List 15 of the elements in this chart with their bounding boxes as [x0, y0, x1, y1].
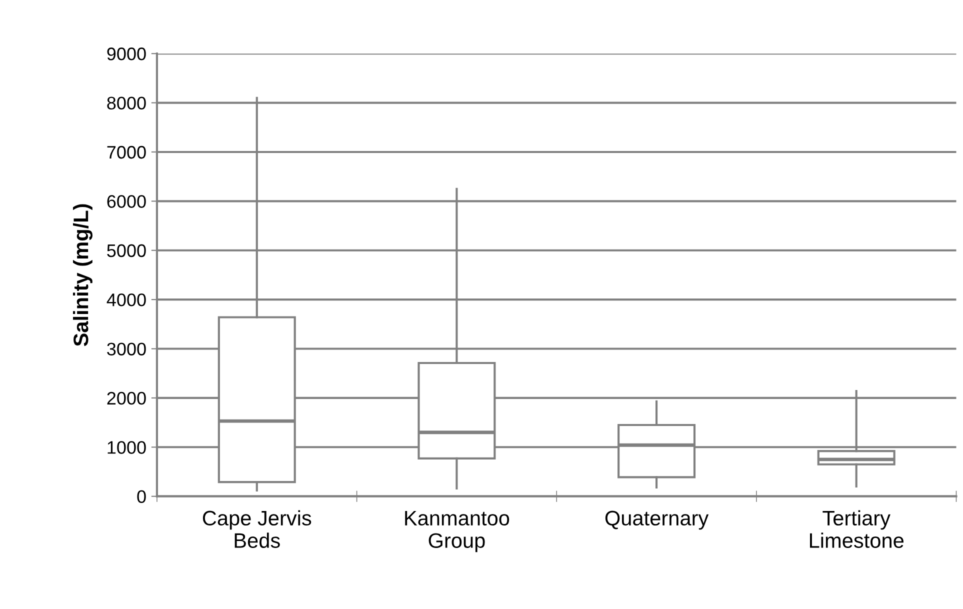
y-tick-label: 3000 [107, 342, 146, 356]
y-tick-label: 1000 [108, 441, 146, 454]
y-tick-label: 7000 [107, 146, 146, 159]
x-tick-label: Cape Jervis Beds [202, 510, 312, 548]
y-tick-label: 0 [137, 490, 146, 504]
x-tick-label: Tertiary Limestone [810, 510, 904, 548]
y-axis-title: Salinity (mg/L) [72, 204, 92, 346]
x-tick-label: Quaternary [605, 510, 709, 530]
y-tick-label: 8000 [107, 96, 146, 110]
y-tick-label: 9000 [107, 48, 146, 60]
x-tick-label: Kanmantoo Group [405, 510, 510, 552]
y-tick-label: 6000 [107, 195, 146, 208]
y-tick-label: 2000 [107, 392, 146, 405]
y-tick-label: 4000 [106, 293, 146, 306]
y-tick-label: 5000 [107, 244, 146, 258]
